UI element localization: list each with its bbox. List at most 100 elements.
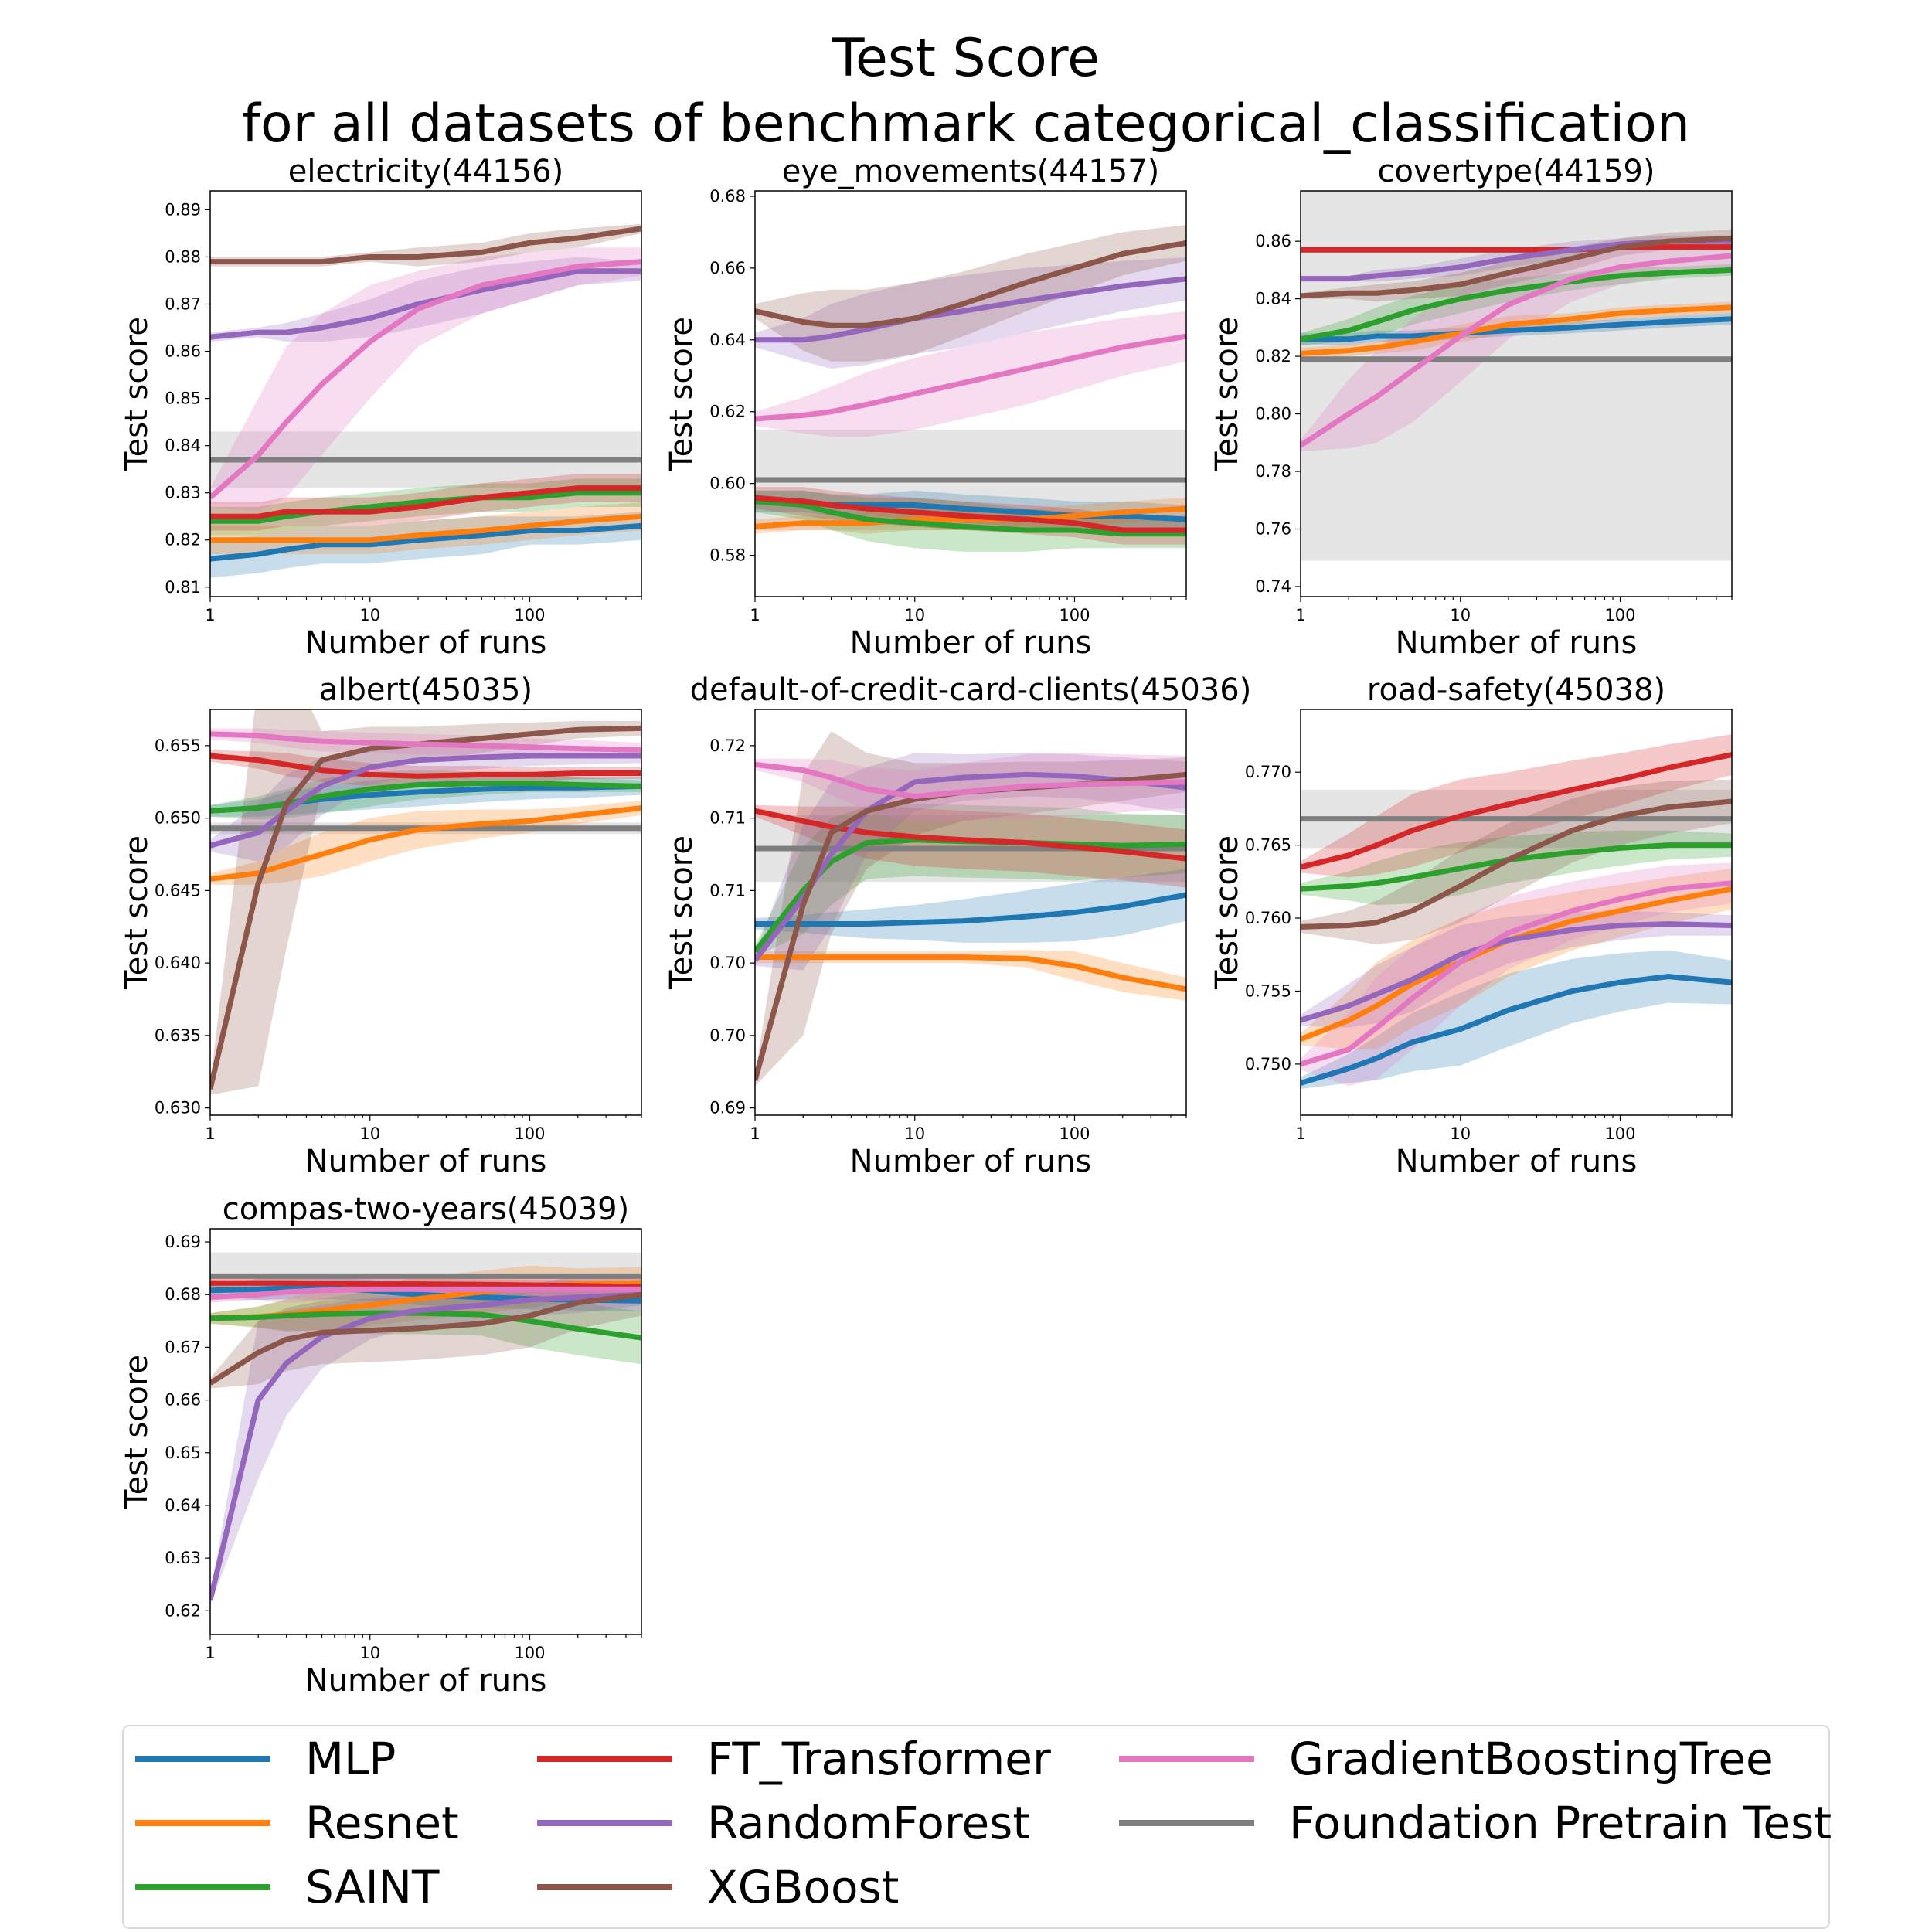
axes-frame — [209, 1228, 642, 1635]
band-saint — [1301, 264, 1732, 345]
y-tick-label: 0.640 — [155, 954, 201, 972]
band-gradientboostingtree — [210, 247, 641, 512]
x-tick-label: 1 — [1295, 606, 1305, 624]
line-randomforest — [210, 753, 641, 849]
y-tick-label: 0.630 — [155, 1099, 201, 1117]
y-tick-label: 0.80 — [1255, 405, 1291, 423]
plot-area — [210, 223, 641, 578]
band-randomforest — [755, 257, 1186, 369]
legend-label: SAINT — [305, 1861, 440, 1913]
subplot-road-safety-45038: road-safety(45038) 1 10 100 0.750 0.755 0.760 0… — [1209, 672, 1733, 1179]
line-gradientboostingtree — [755, 761, 1186, 799]
line-xgboost — [755, 240, 1186, 328]
legend-item-foundation-pretrain-test: Foundation Pretrain Test — [1119, 1797, 1832, 1849]
band-gradientboostingtree — [1301, 243, 1732, 451]
y-tick-label: 0.67 — [165, 1338, 201, 1356]
y-axis-label: Test score — [119, 1355, 155, 1509]
y-tick-label: 0.69 — [709, 1099, 746, 1117]
x-tick-label: 1 — [205, 1644, 215, 1662]
legend-label: Foundation Pretrain Test — [1289, 1797, 1832, 1849]
y-tick-label: 0.765 — [1245, 836, 1291, 855]
y-tick-label: 0.78 — [1255, 462, 1291, 481]
subplot-title: eye_movements(44157) — [782, 154, 1160, 189]
line-resnet — [1301, 886, 1732, 1043]
y-axis-label: Test score — [119, 317, 155, 471]
y-tick-label: 0.83 — [165, 484, 201, 502]
legend-label: FT_Transformer — [707, 1733, 1051, 1785]
legend-label: XGBoost — [707, 1861, 899, 1913]
legend-item-ft-transformer: FT_Transformer — [537, 1733, 1051, 1785]
line-resnet — [210, 805, 641, 882]
figure-title-line1: Test Score — [832, 28, 1100, 89]
band-xgboost — [210, 709, 641, 1095]
legend-label: Resnet — [305, 1797, 459, 1849]
x-tick-label: 10 — [904, 1124, 925, 1143]
line-mlp — [210, 522, 641, 562]
subplot-compas-two-years-45039: compas-two-years(45039) 1 10 100 0.62 0.63 0.6… — [119, 1192, 642, 1699]
subplot-title: default-of-credit-card-clients(45036) — [690, 672, 1252, 708]
y-axis-label: Test score — [1209, 835, 1245, 990]
y-axis-label: Test score — [1209, 317, 1245, 471]
subplot-title: electricity(44156) — [288, 154, 563, 189]
line-gradientboostingtree — [210, 259, 641, 500]
legend-label: RandomForest — [707, 1797, 1030, 1849]
y-tick-label: 0.63 — [165, 1549, 201, 1567]
y-tick-label: 0.81 — [165, 578, 201, 597]
band-resnet — [755, 950, 1186, 1001]
y-tick-label: 0.64 — [165, 1496, 201, 1515]
x-axis-label: Number of runs — [1396, 625, 1638, 661]
line-ft-transformer — [755, 808, 1186, 862]
subplots: electricity(44156) 1 10 100 0.81 0.82 0.83 0.84… — [119, 154, 1733, 1699]
subplot-default-of-credit-card-clients-45036: default-of-credit-card-clients(45036) 1 10… — [664, 672, 1251, 1179]
legend-label: GradientBoostingTree — [1289, 1733, 1774, 1785]
y-axis-label: Test score — [664, 835, 699, 990]
plot-area — [1301, 191, 1732, 561]
band-xgboost — [210, 223, 641, 267]
y-tick-label: 0.70 — [709, 954, 746, 972]
y-axis-label: Test score — [119, 835, 155, 990]
line-gradientboostingtree — [210, 731, 641, 753]
x-tick-label: 10 — [904, 606, 925, 624]
line-gradientboostingtree — [1301, 880, 1732, 1067]
y-tick-label: 0.770 — [1245, 763, 1291, 781]
x-axis-label: Number of runs — [850, 1144, 1092, 1179]
band-randomforest — [210, 745, 641, 862]
y-tick-label: 0.72 — [709, 736, 746, 755]
legend-item-saint: SAINT — [135, 1861, 440, 1913]
x-tick-label: 100 — [514, 1644, 545, 1662]
line-saint — [755, 498, 1186, 537]
y-tick-label: 0.58 — [709, 546, 746, 565]
line-ft-transformer — [210, 1280, 641, 1290]
band-ft-transformer — [1301, 734, 1732, 878]
band-randomforest — [210, 1281, 641, 1606]
line-saint — [1301, 842, 1732, 892]
y-tick-label: 0.87 — [165, 295, 201, 314]
subplot-title: albert(45035) — [319, 672, 532, 708]
axes-frame — [1300, 190, 1733, 597]
line-xgboost — [1301, 798, 1732, 930]
axes-frame — [754, 709, 1187, 1116]
x-axis-label: Number of runs — [305, 1144, 547, 1179]
x-tick-label: 1 — [1295, 1124, 1305, 1143]
x-tick-label: 10 — [359, 1124, 380, 1143]
y-tick-label: 0.68 — [165, 1285, 201, 1304]
subplot-title: road-safety(45038) — [1367, 672, 1665, 708]
x-tick-label: 100 — [514, 1124, 545, 1143]
y-tick-label: 0.88 — [165, 247, 201, 266]
y-tick-label: 0.760 — [1245, 909, 1291, 927]
y-tick-label: 0.70 — [709, 1026, 746, 1045]
line-saint — [210, 490, 641, 524]
y-tick-label: 0.89 — [165, 200, 201, 219]
line-xgboost — [210, 1291, 641, 1386]
line-gradientboostingtree — [1301, 253, 1732, 448]
legend-item-gradientboostingtree: GradientBoostingTree — [1119, 1733, 1774, 1785]
band-randomforest — [755, 753, 1186, 971]
line-ft-transformer — [1301, 752, 1732, 870]
legend-item-mlp: MLP — [135, 1733, 396, 1785]
legend-item-resnet: Resnet — [135, 1797, 459, 1849]
y-tick-label: 0.71 — [709, 881, 746, 900]
y-tick-label: 0.86 — [1255, 232, 1291, 250]
y-tick-label: 0.74 — [1255, 577, 1291, 596]
y-tick-label: 0.755 — [1245, 981, 1291, 1000]
y-tick-label: 0.84 — [1255, 290, 1291, 308]
